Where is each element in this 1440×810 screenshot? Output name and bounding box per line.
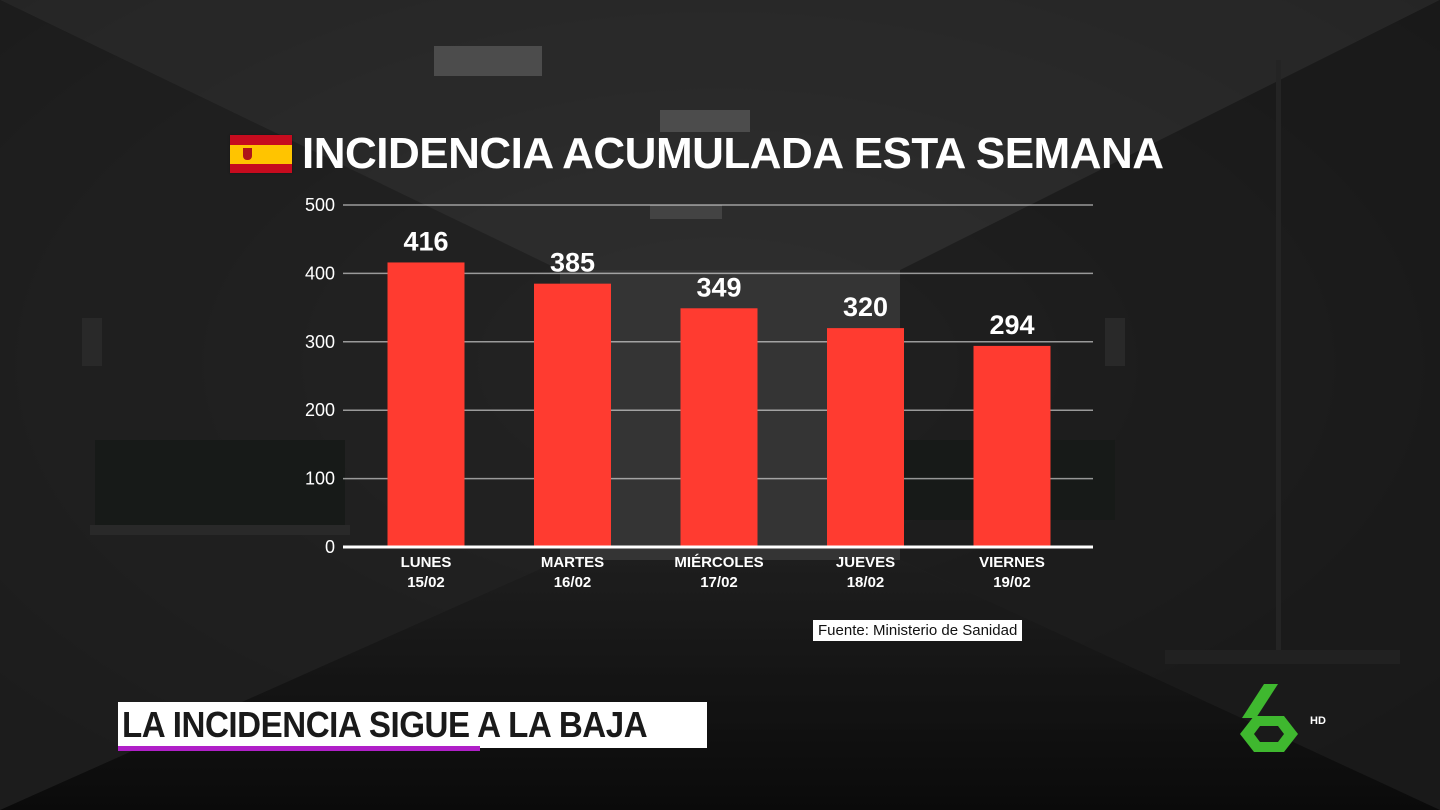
- x-category-day: MARTES: [541, 554, 604, 571]
- x-category-date: 18/02: [847, 574, 885, 591]
- headline-text: LA INCIDENCIA SIGUE A LA BAJA: [122, 704, 648, 745]
- spain-flag-icon: [230, 135, 292, 173]
- lasexta-6-logo: [1240, 684, 1298, 752]
- y-tick-label: 0: [325, 537, 335, 557]
- y-tick-label: 400: [305, 263, 335, 283]
- chart-title: INCIDENCIA ACUMULADA ESTA SEMANA: [302, 129, 1164, 178]
- value-label: 416: [403, 226, 448, 256]
- y-tick-label: 100: [305, 469, 335, 489]
- value-label: 320: [843, 292, 888, 322]
- bar-viernes: [973, 345, 1051, 547]
- x-category-day: MIÉRCOLES: [674, 554, 763, 571]
- source-credit: Fuente: Ministerio de Sanidad: [813, 620, 1023, 641]
- x-category-day: LUNES: [401, 554, 452, 571]
- x-category-day: JUEVES: [836, 554, 895, 571]
- x-category-date: 16/02: [554, 574, 592, 591]
- bar-miércoles: [680, 308, 758, 547]
- bar-martes: [534, 283, 611, 547]
- bar-jueves: [827, 328, 904, 547]
- bars: [387, 262, 1051, 547]
- y-tick-label: 200: [305, 400, 335, 420]
- x-axis-labels: LUNES 15/02 MARTES 16/02 MIÉRCOLES 17/02 JUEVE…: [401, 554, 1045, 591]
- value-label: 349: [696, 272, 741, 302]
- y-tick-label: 300: [305, 332, 335, 352]
- headline-banner: LA INCIDENCIA SIGUE A LA BAJA: [118, 702, 707, 748]
- y-tick-label: 500: [305, 195, 335, 215]
- x-category-date: 19/02: [993, 574, 1031, 591]
- chart-header: INCIDENCIA ACUMULADA ESTA SEMANA: [230, 128, 1164, 180]
- x-category-date: 17/02: [700, 574, 738, 591]
- x-category-date: 15/02: [407, 574, 445, 591]
- bar-lunes: [387, 262, 465, 547]
- x-category-day: VIERNES: [979, 554, 1045, 571]
- value-label: 385: [550, 248, 595, 278]
- headline-accent-bar: [118, 746, 480, 751]
- y-axis-ticks: 0 100 200 300 400 500: [305, 195, 335, 557]
- hd-badge: HD: [1310, 715, 1326, 727]
- value-label: 294: [989, 310, 1034, 340]
- value-labels: 416 385 349 320 294: [403, 226, 1034, 339]
